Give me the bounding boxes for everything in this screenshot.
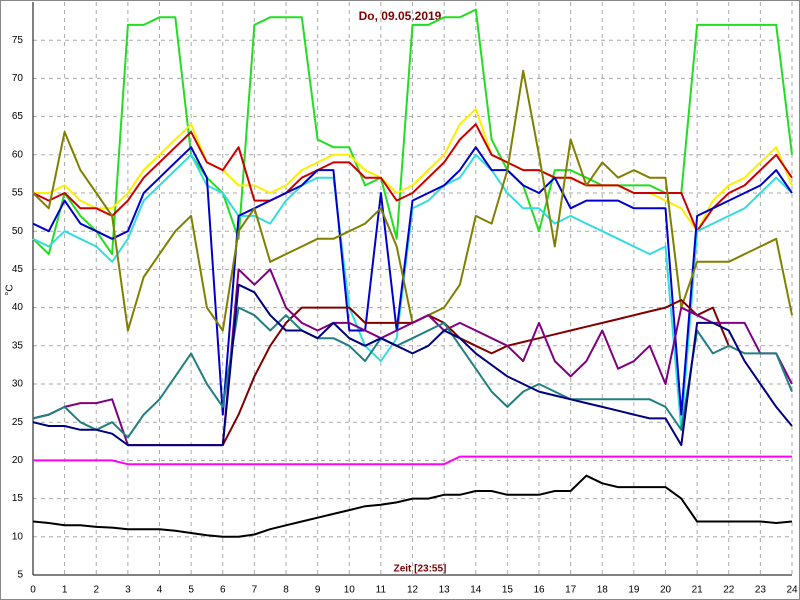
x-tick-label: 1 bbox=[62, 585, 68, 596]
x-tick-label: 16 bbox=[533, 585, 545, 596]
series-line bbox=[33, 108, 793, 233]
chart-title: Do, 09.05.2019 bbox=[359, 9, 442, 23]
y-tick-label: 40 bbox=[12, 302, 24, 313]
x-tick-label: 11 bbox=[376, 585, 387, 596]
y-tick-label: 20 bbox=[12, 455, 24, 466]
x-tick-label: 20 bbox=[660, 585, 672, 596]
x-tick-label: 3 bbox=[125, 585, 131, 596]
x-tick-label: 9 bbox=[315, 585, 321, 596]
y-tick-label: 55 bbox=[12, 188, 24, 199]
series-line bbox=[32, 306, 793, 439]
y-tick-label: 5 bbox=[17, 570, 23, 581]
x-tick-label: 12 bbox=[407, 585, 419, 596]
x-tick-label: 8 bbox=[283, 585, 289, 596]
x-tick-label: 23 bbox=[755, 585, 767, 596]
series-line bbox=[221, 299, 730, 446]
x-tick-label: 5 bbox=[188, 585, 194, 596]
x-tick-label: 22 bbox=[723, 585, 735, 596]
y-tick-label: 75 bbox=[12, 35, 24, 46]
y-tick-label: 45 bbox=[12, 264, 24, 275]
y-tick-label: 60 bbox=[12, 149, 24, 160]
series-line bbox=[33, 455, 792, 466]
y-tick-label: 35 bbox=[12, 340, 24, 351]
y-tick-label: 70 bbox=[12, 73, 24, 84]
x-axis-label: Zeit [23:55] bbox=[394, 564, 447, 575]
x-tick-label: 6 bbox=[220, 585, 226, 596]
y-tick-label: 15 bbox=[12, 493, 24, 504]
x-tick-label: 0 bbox=[30, 585, 36, 596]
x-tick-label: 14 bbox=[470, 585, 482, 596]
x-tick-label: 24 bbox=[786, 585, 798, 596]
series-line bbox=[32, 474, 793, 538]
x-tick-label: 19 bbox=[628, 585, 640, 596]
x-tick-label: 17 bbox=[565, 585, 577, 596]
series-line bbox=[32, 123, 793, 233]
x-tick-label: 2 bbox=[93, 585, 99, 596]
series-line bbox=[32, 146, 793, 416]
y-tick-label: 65 bbox=[12, 111, 24, 122]
x-tick-label: 7 bbox=[252, 585, 258, 596]
x-tick-label: 15 bbox=[502, 585, 514, 596]
y-tick-label: 30 bbox=[12, 379, 24, 390]
y-axis-label: °C bbox=[5, 284, 16, 295]
x-tick-label: 10 bbox=[344, 585, 356, 596]
y-tick-label: 50 bbox=[12, 226, 24, 237]
y-tick-label: 25 bbox=[12, 417, 24, 428]
series-line bbox=[32, 283, 793, 447]
x-tick-label: 13 bbox=[439, 585, 451, 596]
x-tick-label: 4 bbox=[157, 585, 163, 596]
x-tick-label: 21 bbox=[692, 585, 704, 596]
y-tick-label: 10 bbox=[12, 531, 24, 542]
x-tick-label: 18 bbox=[597, 585, 609, 596]
